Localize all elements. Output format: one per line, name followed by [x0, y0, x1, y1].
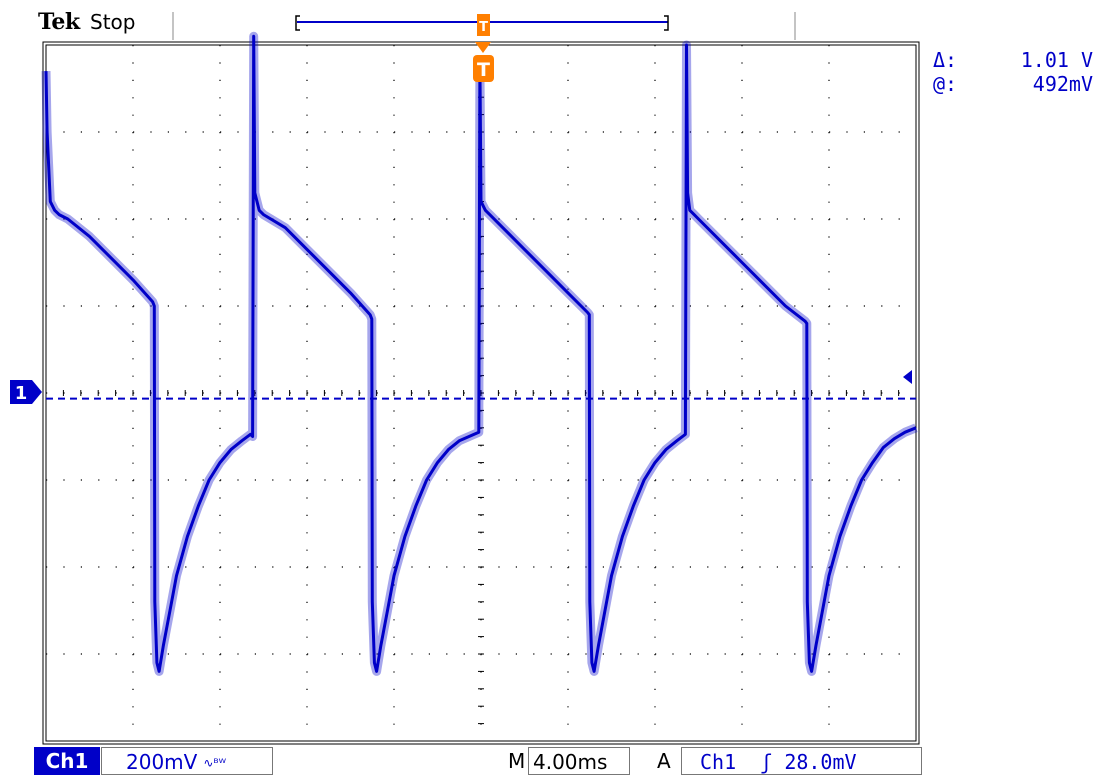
- trigger-mode-label: A: [657, 749, 671, 773]
- timebase-readout[interactable]: 4.00ms: [528, 747, 630, 775]
- channel-1-waveform: [41, 31, 918, 676]
- volts-per-div-value: 200mV: [126, 750, 198, 774]
- trigger-slope-icon: ʃ: [760, 750, 773, 774]
- at-value: 492mV: [1032, 72, 1093, 96]
- delta-value: 1.01 V: [1020, 48, 1093, 72]
- trigger-marker-label: T: [477, 59, 490, 81]
- timebase-prefix: M: [508, 749, 526, 773]
- acquisition-state: Stop: [90, 10, 136, 34]
- channel-tag[interactable]: Ch1: [34, 747, 100, 775]
- brand-logo: Tek: [38, 9, 80, 35]
- at-label: @:: [933, 72, 958, 96]
- volts-per-div-readout[interactable]: 200mV ∿ᴮᵂ: [101, 747, 273, 775]
- trigger-source: Ch1: [700, 750, 737, 774]
- channel-marker-label: 1: [15, 383, 28, 404]
- trigger-level: 28.0mV: [784, 750, 857, 774]
- svg-text:T: T: [479, 20, 488, 35]
- channel-1-ground-marker[interactable]: 1: [10, 380, 42, 404]
- trigger-readout[interactable]: Ch1 ʃ 28.0mV: [681, 747, 922, 775]
- delta-label: Δ:: [933, 48, 958, 72]
- trigger-level-marker[interactable]: [903, 370, 912, 384]
- bandwidth-limit-icon: ∿ᴮᵂ: [203, 756, 227, 770]
- waveform-trace: [44, 34, 917, 673]
- horizontal-position-bar: T: [295, 14, 669, 36]
- trigger-position-marker[interactable]: T: [473, 42, 494, 82]
